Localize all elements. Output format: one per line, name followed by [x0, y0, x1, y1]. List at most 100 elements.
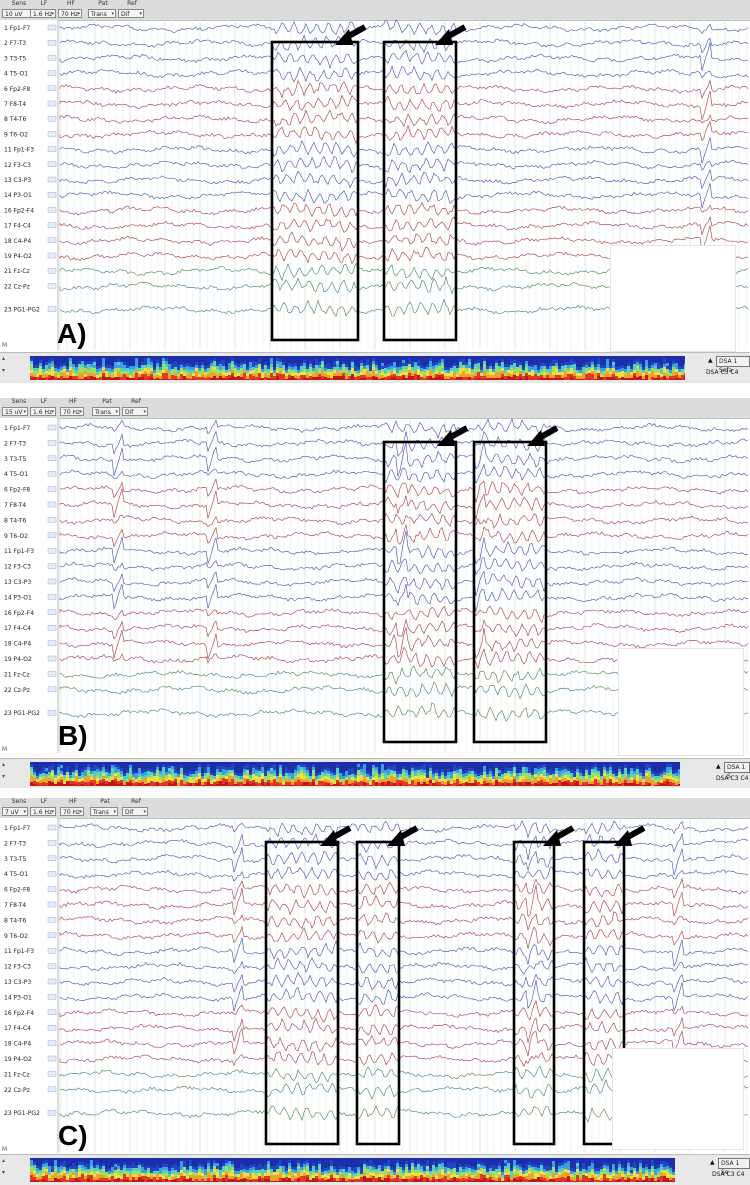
- channel-scale-tag[interactable]: [47, 517, 57, 523]
- spike-highlight-box: [355, 840, 401, 1146]
- channel-scale-tag[interactable]: [47, 471, 57, 477]
- channel-scale-tag[interactable]: [47, 840, 57, 846]
- sensitivity-select[interactable]: 15 uV ▾: [2, 407, 28, 416]
- channel-scale-tag[interactable]: [47, 40, 57, 46]
- channel-scale-tag[interactable]: [47, 191, 57, 198]
- ref-header: Ref: [127, 0, 137, 7]
- channel-scale-tag[interactable]: [47, 486, 57, 492]
- channel-scale-tag[interactable]: [47, 207, 57, 213]
- channel-scale-tag[interactable]: [47, 161, 57, 168]
- dsa-spectrogram[interactable]: [30, 356, 685, 380]
- arrow-icon: [320, 825, 352, 846]
- channel-scale-tag[interactable]: [47, 624, 57, 631]
- channel-scale-tag[interactable]: [47, 594, 57, 600]
- channel-label: 13 C3-P3: [4, 979, 31, 986]
- eeg-traces: 1 Fp1-F7 2 F7-T3 3 T3-T5 4 T5-O1 6 Fp2-F8 7 F…: [0, 818, 750, 1153]
- channel-scale-tag[interactable]: [47, 131, 57, 137]
- dsa-spectrogram[interactable]: [30, 762, 680, 786]
- channel-scale-tag[interactable]: [47, 24, 57, 31]
- channel-scale-tag[interactable]: [47, 283, 57, 289]
- channel-scale-tag[interactable]: [47, 994, 57, 1000]
- eeg-trace: [59, 627, 749, 660]
- channel-scale-tag[interactable]: [47, 455, 57, 461]
- channel-scale-tag[interactable]: [47, 686, 57, 692]
- channel-scale-tag[interactable]: [47, 901, 57, 908]
- channel-scale-tag[interactable]: [47, 501, 57, 508]
- channel-scale-tag[interactable]: [47, 424, 57, 431]
- high-filter-select[interactable]: 70 Hz ▾: [60, 407, 84, 416]
- channel-scale-tag[interactable]: [47, 547, 57, 554]
- channel-scale-tag[interactable]: [47, 267, 57, 274]
- channel-scale-tag[interactable]: [47, 1086, 57, 1092]
- channel-scale-tag[interactable]: [47, 222, 57, 228]
- channel-scale-tag[interactable]: [47, 947, 57, 954]
- channel-scale-tag[interactable]: [47, 1071, 57, 1077]
- dsa-control-up[interactable]: ▴: [2, 761, 6, 768]
- channel-scale-tag[interactable]: [47, 440, 57, 446]
- channel-scale-tag[interactable]: [47, 115, 57, 122]
- channel-scale-tag[interactable]: [47, 978, 57, 985]
- eeg-canvas[interactable]: 1 Fp1-F7 2 F7-T3 3 T3-T5 4 T5-O1 6 Fp2-F8 7 F…: [0, 818, 750, 1153]
- channel-label: 11 Fp1-F3: [4, 948, 34, 955]
- channel-scale-tag[interactable]: [47, 563, 57, 569]
- reference-select[interactable]: Dif ▾: [118, 9, 144, 18]
- reference-select[interactable]: Dif ▾: [122, 807, 148, 816]
- channel-scale-tag[interactable]: [47, 963, 57, 969]
- arrow-icon: [335, 24, 367, 45]
- eeg-canvas[interactable]: 1 Fp1-F7 2 F7-T3 3 T3-T5 4 T5-O1 6 Fp2-F8 7 F…: [0, 418, 750, 753]
- low-filter-select[interactable]: 1.6 Hz ▾: [30, 9, 56, 18]
- channel-scale-tag[interactable]: [47, 85, 57, 92]
- channel-scale-tag[interactable]: [47, 1024, 57, 1031]
- channel-scale-tag[interactable]: [47, 640, 57, 646]
- low-filter-select[interactable]: 1.6 Hz ▾: [30, 807, 56, 816]
- high-filter-select[interactable]: 70 Hz ▾: [60, 807, 84, 816]
- channel-scale-tag[interactable]: [47, 710, 57, 716]
- dsa-select-button[interactable]: DSA 1 Sefa: [716, 356, 750, 374]
- channel-scale-tag[interactable]: [47, 609, 57, 616]
- channel-scale-tag[interactable]: [47, 578, 57, 585]
- channel-scale-tag[interactable]: [47, 252, 57, 259]
- dsa-control-up[interactable]: ▴: [2, 355, 6, 362]
- dsa-select-button[interactable]: DSA 1 S: [724, 762, 750, 780]
- eeg-trace: [59, 42, 749, 71]
- channel-scale-tag[interactable]: [47, 1055, 57, 1062]
- channel-scale-tag[interactable]: [47, 855, 57, 861]
- pattern-select[interactable]: Trans ▾: [88, 9, 116, 18]
- dsa-spectrogram[interactable]: [30, 1158, 675, 1182]
- channel-scale-tag[interactable]: [47, 237, 57, 244]
- sensitivity-select[interactable]: 7 uV ▾: [2, 807, 28, 816]
- channel-scale-tag[interactable]: [47, 532, 57, 539]
- channel-scale-tag[interactable]: [47, 100, 57, 107]
- channel-scale-tag[interactable]: [47, 1009, 57, 1016]
- dsa-control-down[interactable]: ▾: [2, 1169, 6, 1176]
- dsa-channel-label: DSA C3 C4: [712, 1171, 745, 1178]
- pat-header: Pat: [100, 798, 110, 805]
- channel-scale-tag[interactable]: [47, 671, 57, 677]
- dsa-control-up[interactable]: ▴: [2, 1157, 6, 1164]
- dsa-control-down[interactable]: ▾: [2, 773, 6, 780]
- pattern-select[interactable]: Trans ▾: [90, 807, 118, 816]
- channel-scale-tag[interactable]: [47, 306, 57, 312]
- channel-scale-tag[interactable]: [47, 824, 57, 831]
- channel-scale-tag[interactable]: [47, 655, 57, 662]
- channel-scale-tag[interactable]: [47, 1110, 57, 1116]
- channel-scale-tag[interactable]: [47, 176, 57, 183]
- channel-scale-tag[interactable]: [47, 932, 57, 939]
- reference-select[interactable]: Dif ▾: [122, 407, 148, 416]
- channel-scale-tag[interactable]: [47, 917, 57, 923]
- pattern-select[interactable]: Trans ▾: [92, 407, 120, 416]
- dsa-control-down[interactable]: ▾: [2, 367, 6, 374]
- channel-scale-tag[interactable]: [47, 886, 57, 892]
- channel-label: 14 P3-O1: [4, 594, 32, 601]
- channel-scale-tag[interactable]: [47, 70, 57, 76]
- high-filter-select[interactable]: 70 Hz ▾: [58, 9, 82, 18]
- channel-scale-tag[interactable]: [47, 55, 57, 61]
- channel-scale-tag[interactable]: [47, 146, 57, 152]
- low-filter-select[interactable]: 1.6 Hz ▾: [30, 407, 56, 416]
- channel-scale-tag[interactable]: [47, 1040, 57, 1046]
- ref-header: Ref: [131, 798, 141, 805]
- channel-scale-tag[interactable]: [47, 871, 57, 877]
- channel-label: 3 T3-T5: [4, 55, 26, 62]
- dsa-select-button[interactable]: DSA 1 Se: [718, 1158, 750, 1176]
- arrow-icon: [543, 825, 575, 846]
